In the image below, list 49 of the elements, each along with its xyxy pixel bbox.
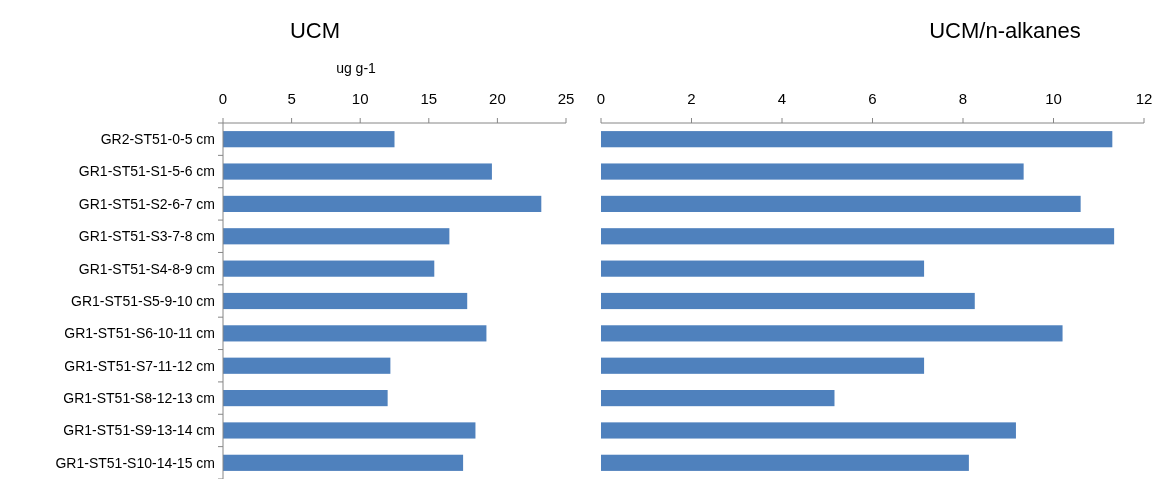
x-tick-label: 10 [1045, 90, 1062, 107]
bar [223, 390, 388, 407]
y-tick-label: GR1-ST51-S3-7-8 cm [78, 228, 215, 245]
bar [601, 195, 1081, 212]
x-tick-label: 5 [287, 90, 296, 107]
x-tick-label: 8 [958, 90, 968, 107]
bar [223, 357, 391, 374]
x-tick-label: 0 [596, 90, 606, 107]
x-tick-label: 15 [420, 90, 438, 107]
y-tick-label: GR1-ST51-S7-11-12 cm [64, 357, 215, 374]
bar [601, 422, 1016, 439]
bar [601, 260, 925, 277]
bar [223, 422, 476, 439]
x-axis-title: ug g-1 [336, 60, 377, 76]
y-tick-label: GR1-ST51-S2-6-7 cm [78, 195, 215, 212]
y-tick-label: GR1-ST51-S8-12-13 cm [63, 389, 215, 406]
x-tick-label: 2 [687, 90, 696, 107]
bar [223, 195, 542, 212]
bar [601, 131, 1113, 148]
bar [223, 292, 468, 310]
x-tick-label: 10 [351, 90, 369, 107]
bar [601, 390, 835, 407]
bar [223, 325, 487, 342]
y-tick-label: GR2-ST51-0-5 cm [100, 131, 215, 148]
bar [601, 292, 975, 310]
x-tick-label: 25 [557, 90, 575, 107]
chart-title: UCM/n-alkanes [929, 18, 1081, 43]
x-tick-label: 20 [489, 90, 506, 107]
bar [601, 163, 1024, 180]
chart-title: UCM [289, 18, 341, 43]
bar [223, 163, 492, 180]
bar [223, 228, 450, 245]
x-tick-label: 0 [218, 90, 228, 107]
bar [223, 260, 435, 277]
x-tick-label: 4 [777, 90, 787, 107]
bar [601, 228, 1115, 245]
y-tick-label: GR1-ST51-S4-8-9 cm [78, 260, 215, 277]
x-tick-label: 6 [868, 90, 877, 107]
bar [601, 325, 1063, 342]
x-tick-label: 12 [1135, 90, 1153, 107]
y-tick-label: GR1-ST51-S9-13-14 cm [63, 422, 215, 439]
bar [223, 454, 464, 471]
y-tick-label: GR1-ST51-S5-9-10 cm [71, 292, 215, 309]
bar [223, 131, 395, 148]
y-tick-label: GR1-ST51-S10-14-15 cm [55, 454, 215, 471]
bar [601, 454, 969, 471]
y-tick-label: GR1-ST51-S1-5-6 cm [78, 163, 215, 180]
bar [601, 357, 925, 374]
y-tick-label: GR1-ST51-S6-10-11 cm [64, 325, 215, 342]
